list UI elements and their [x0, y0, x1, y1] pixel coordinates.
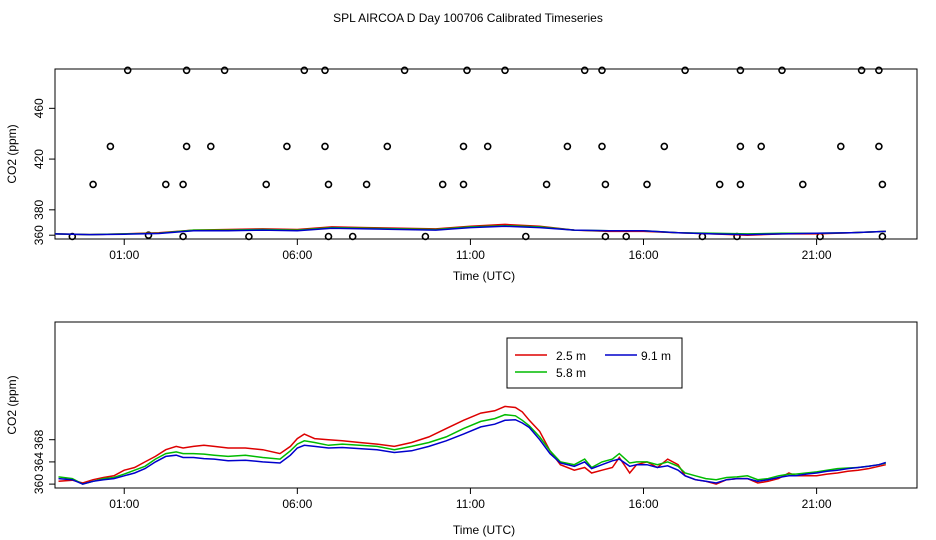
x-tick-label: 16:00 [628, 497, 658, 511]
scatter-point [463, 66, 471, 75]
scatter-point [798, 180, 807, 189]
scatter-point [643, 180, 651, 189]
scatter-point [459, 142, 468, 151]
x-tick-label: 06:00 [282, 248, 312, 262]
figure-title: SPL AIRCOA D Day 100706 Calibrated Times… [333, 11, 603, 25]
y-tick-label: 368 [32, 429, 46, 449]
scatter-point [324, 232, 333, 241]
scatter-point [542, 180, 551, 189]
legend-label-2-5m: 2.5 m [556, 349, 586, 363]
scatter-point [144, 231, 153, 239]
scatter-point [262, 180, 271, 189]
scatter-point [878, 232, 887, 241]
legend-label-5-8m: 5.8 m [556, 366, 586, 380]
scatter-point [300, 66, 309, 75]
y-tick-label: 420 [32, 149, 46, 169]
series-line-5-8-m [58, 413, 886, 485]
lines-layer [58, 405, 887, 485]
legend: 2.5 m 9.1 m 5.8 m [506, 337, 683, 389]
scatter-point [321, 66, 329, 75]
scatter-point [601, 232, 610, 241]
y-tick-label: 364 [32, 452, 46, 472]
x-axis-label: Time (UTC) [453, 523, 515, 537]
scatter-point [875, 142, 883, 151]
scatter-point [778, 66, 786, 75]
scatter-point [681, 66, 689, 75]
scatter-point [660, 142, 669, 151]
x-tick-label: 11:00 [456, 497, 485, 511]
scatter-point [245, 232, 253, 241]
axes-layer: 01:00 06:00 11:00 16:00 21:00 360 380 420 460 [32, 98, 832, 262]
y-tick-label: 460 [32, 98, 46, 118]
scatter-point [598, 66, 606, 75]
scatter-point [622, 232, 631, 241]
scatter-layer [68, 66, 887, 241]
x-axis-label: Time (UTC) [453, 269, 515, 283]
y-axis-label: CO2 (ppm) [5, 124, 19, 183]
lines-layer [54, 223, 886, 236]
scatter-point [521, 232, 530, 241]
plot-frame [54, 321, 918, 489]
scatter-point [179, 232, 187, 241]
scatter-point [383, 142, 392, 151]
x-tick-label: 21:00 [802, 248, 832, 262]
scatter-point [348, 232, 357, 241]
x-tick-label: 11:00 [456, 248, 485, 262]
scatter-point [836, 142, 845, 151]
scatter-point [878, 180, 887, 189]
scatter-point [438, 180, 447, 189]
scatter-point [857, 66, 866, 75]
scatter-point [421, 232, 430, 241]
legend-label-9-1m: 9.1 m [641, 349, 671, 363]
x-tick-label: 06:00 [282, 497, 312, 511]
bottom-panel: 01:00 06:00 11:00 16:00 21:00 360 364 368 2.5 m… [5, 321, 918, 537]
x-tick-label: 16:00 [628, 248, 658, 262]
scatter-point [875, 66, 883, 75]
scatter-point [182, 66, 191, 75]
y-tick-label: 360 [32, 225, 46, 245]
scatter-point [179, 180, 187, 189]
scatter-point [757, 142, 766, 151]
series-line-9-1-m [58, 418, 887, 485]
scatter-point [162, 180, 170, 189]
scatter-point [601, 180, 610, 189]
scatter-point [321, 142, 329, 151]
y-tick-label: 380 [32, 199, 46, 219]
scatter-point [362, 180, 371, 189]
x-tick-label: 01:00 [109, 497, 139, 511]
plot-frame [54, 68, 918, 240]
scatter-point [598, 142, 606, 151]
series-line-9-1-m [54, 225, 886, 236]
scatter-point [736, 180, 745, 189]
scatter-point [123, 66, 132, 75]
x-tick-label: 01:00 [109, 248, 139, 262]
legend-box [506, 337, 683, 389]
scatter-point [400, 66, 409, 75]
scatter-point [89, 180, 97, 189]
axes-layer: 01:00 06:00 11:00 16:00 21:00 360 364 368 [32, 429, 832, 511]
scatter-point [182, 142, 191, 151]
scatter-point [501, 66, 509, 75]
series-line-2-5-m [58, 405, 886, 485]
scatter-point [220, 66, 229, 75]
scatter-point [283, 142, 291, 151]
scatter-point [580, 66, 589, 75]
scatter-point [715, 180, 724, 189]
scatter-point [324, 180, 333, 189]
scatter-point [207, 142, 215, 151]
scatter-point [736, 66, 745, 75]
scatter-point [736, 142, 745, 151]
y-axis-label: CO2 (ppm) [5, 375, 19, 434]
y-tick-label: 360 [32, 474, 46, 494]
top-panel: 01:00 06:00 11:00 16:00 21:00 360 380 420 460 Ti… [5, 66, 918, 283]
scatter-point [563, 142, 572, 151]
x-tick-label: 21:00 [802, 497, 832, 511]
scatter-point [106, 142, 115, 151]
scatter-point [459, 180, 468, 189]
scatter-point [483, 142, 492, 151]
